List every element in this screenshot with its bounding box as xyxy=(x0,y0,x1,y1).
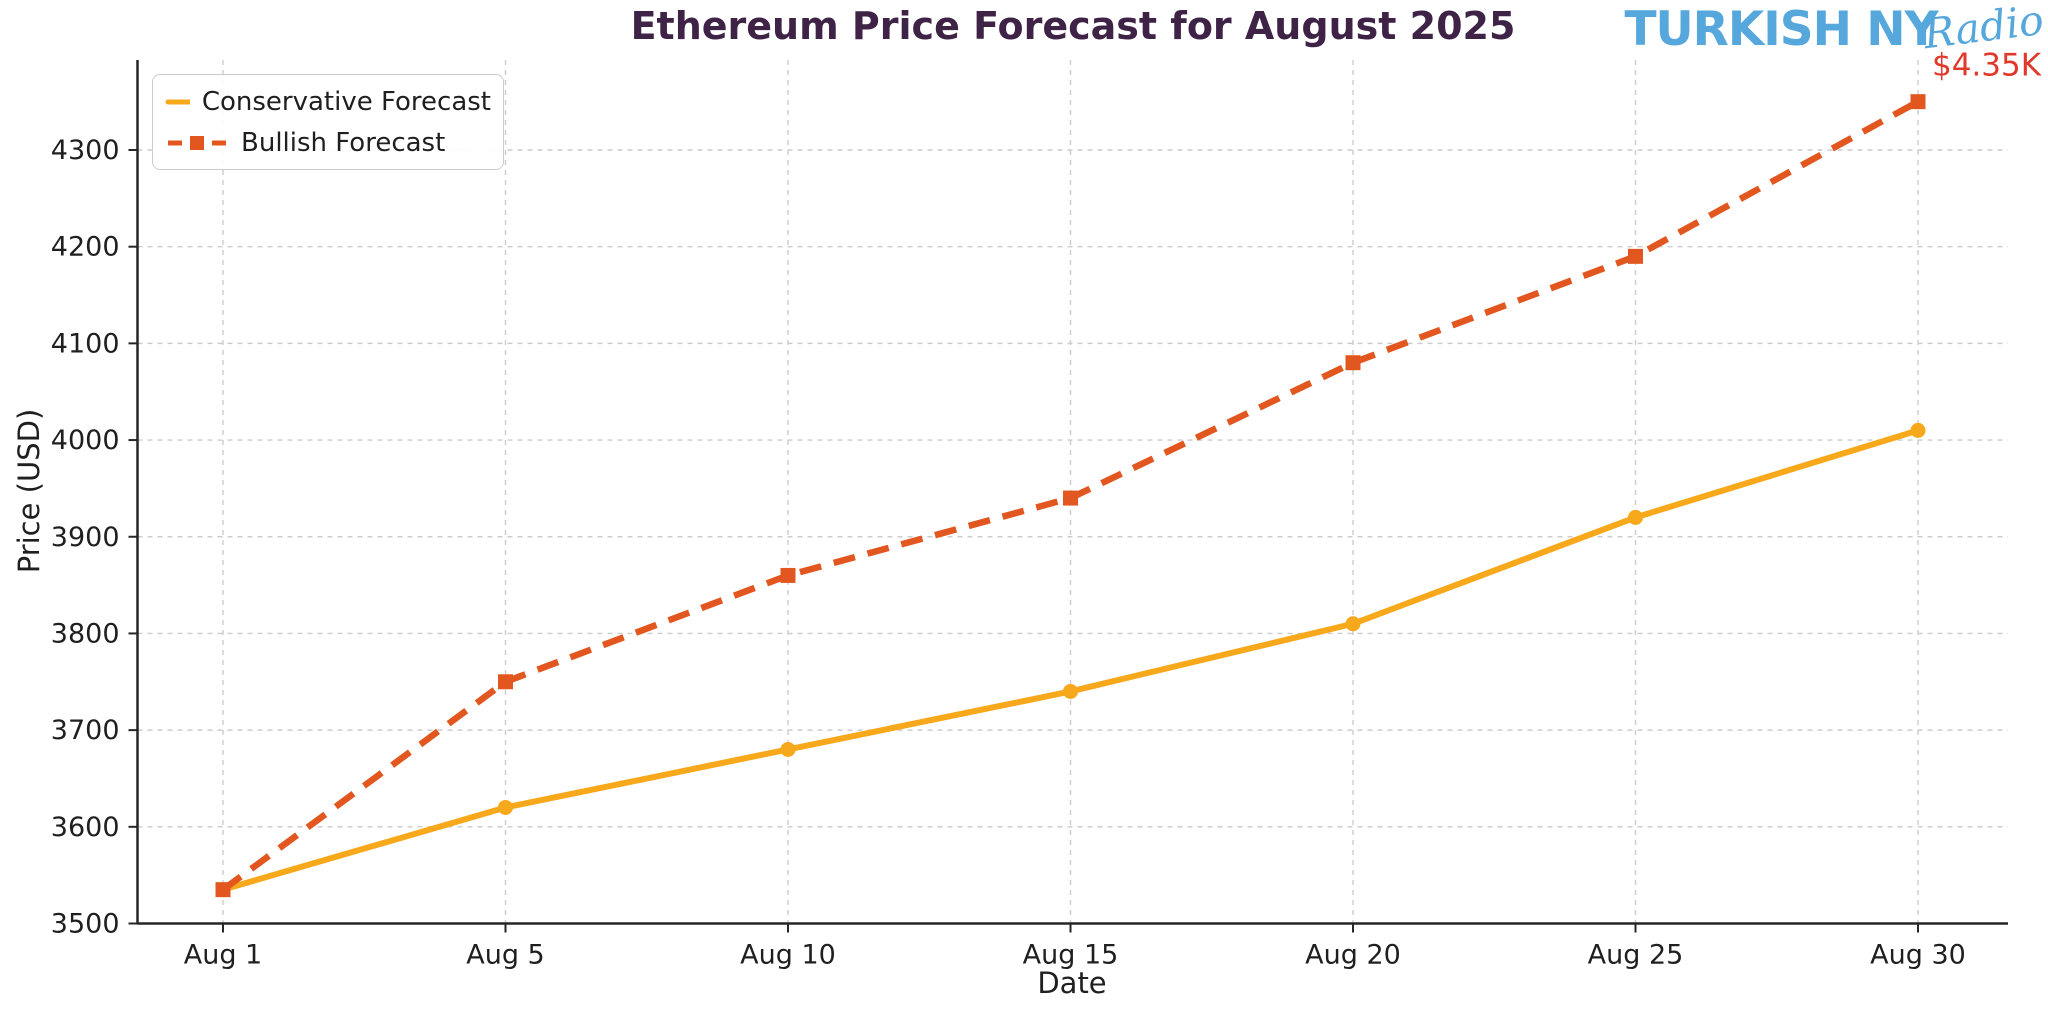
x-tick-label: Aug 15 xyxy=(1023,940,1119,971)
y-tick-label: 4200 xyxy=(51,232,120,263)
data-point-marker xyxy=(215,882,231,898)
y-tick-label: 3900 xyxy=(51,522,120,553)
y-tick-label: 4000 xyxy=(51,425,120,456)
legend-label-conservative: Conservative Forecast xyxy=(201,86,491,117)
data-point-marker xyxy=(1628,509,1643,525)
data-point-marker xyxy=(1345,355,1361,371)
x-axis-label: Date xyxy=(1037,966,1107,1000)
data-point-marker xyxy=(498,799,513,815)
legend-label-bullish: Bullish Forecast xyxy=(241,127,446,158)
legend-swatch-bullish xyxy=(168,135,226,150)
y-tick-label: 4100 xyxy=(51,328,120,359)
y-tick-label: 3500 xyxy=(51,909,120,940)
legend: Conservative Forecast Bullish Forecast xyxy=(152,74,504,170)
legend-item-bullish: Bullish Forecast xyxy=(165,124,491,161)
logo-wordmark: TURKISH NY xyxy=(1624,2,1938,57)
data-point-marker xyxy=(780,741,796,757)
data-point-marker xyxy=(780,567,796,583)
y-tick-label: 3700 xyxy=(51,715,120,746)
data-point-marker xyxy=(498,674,513,690)
legend-swatch-conservative xyxy=(165,99,190,104)
x-tick-label: Aug 1 xyxy=(184,940,262,971)
turkish-ny-radio-logo: TURKISH NYRadio xyxy=(1624,0,2045,58)
data-point-marker xyxy=(1910,94,1926,110)
legend-item-conservative: Conservative Forecast xyxy=(165,83,491,120)
data-point-marker xyxy=(1345,616,1361,632)
data-point-marker xyxy=(1628,248,1643,264)
annotation-price-label: $4.35K xyxy=(1932,48,2042,84)
data-point-marker xyxy=(1063,683,1078,699)
x-tick-label: Aug 20 xyxy=(1305,940,1401,971)
y-tick-label: 4300 xyxy=(51,135,120,166)
x-tick-label: Aug 25 xyxy=(1588,940,1684,971)
chart-title: Ethereum Price Forecast for August 2025 xyxy=(630,4,1516,48)
data-point-marker xyxy=(1063,490,1078,506)
x-tick-label: Aug 30 xyxy=(1870,940,1966,971)
x-tick-label: Aug 10 xyxy=(740,940,836,971)
data-point-marker xyxy=(1910,422,1926,438)
y-tick-label: 3800 xyxy=(51,618,120,649)
x-tick-label: Aug 5 xyxy=(466,940,544,971)
y-tick-label: 3600 xyxy=(51,812,120,843)
